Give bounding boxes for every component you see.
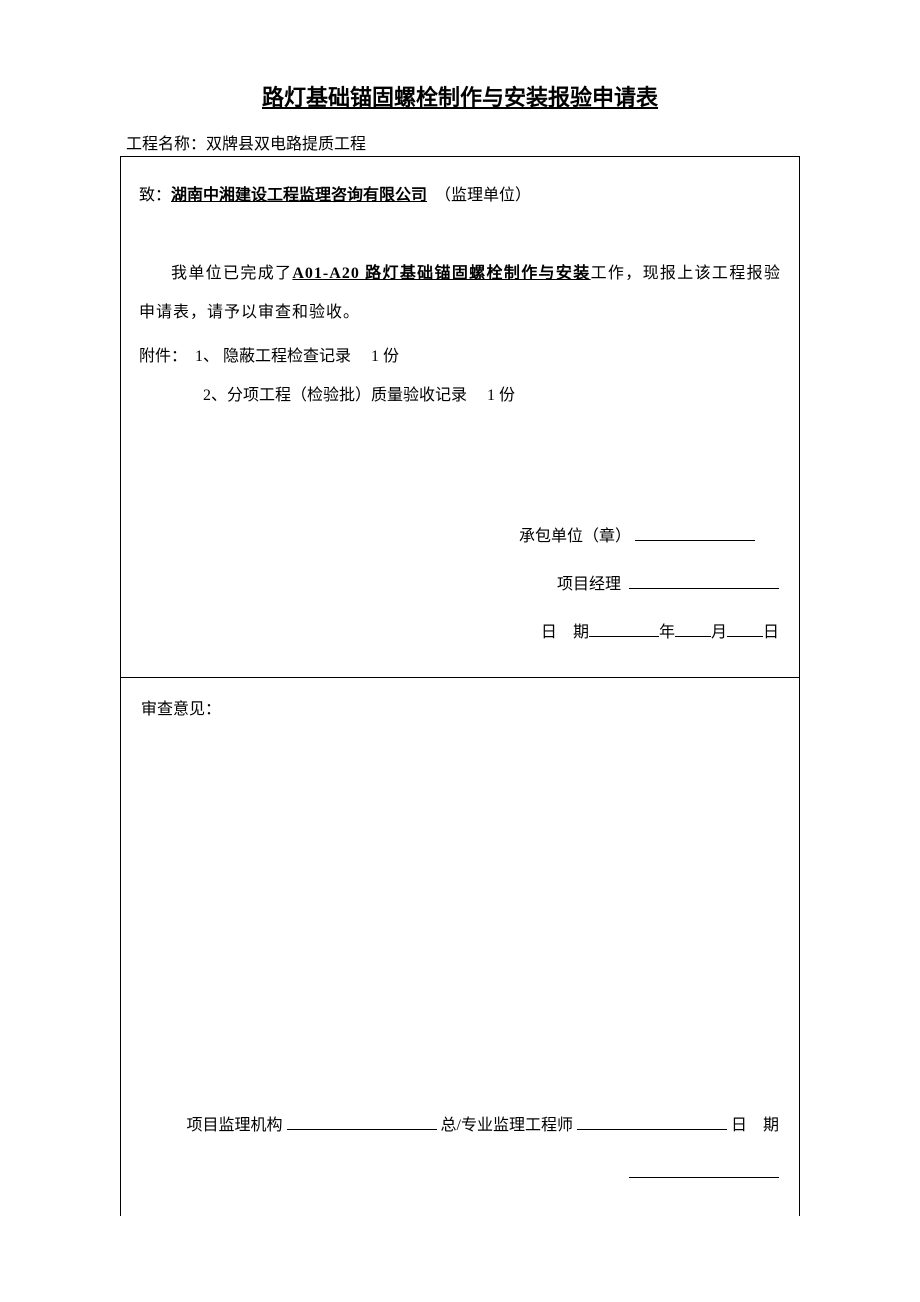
att1-text: 隐蔽工程检查记录	[223, 348, 351, 365]
supervisor-org-blank[interactable]	[287, 1114, 437, 1130]
project-name-line: 工程名称：双牌县双电路提质工程	[120, 130, 800, 154]
form-title: 路灯基础锚固螺栓制作与安装报验申请表	[120, 80, 800, 112]
contractor-label: 承包单位（章）	[519, 528, 631, 545]
date-label-d: 日	[541, 624, 557, 641]
work-item: A01-A20 路灯基础锚固螺栓制作与安装	[292, 265, 590, 282]
day-blank[interactable]	[727, 621, 763, 637]
date2-label-q: 期	[763, 1117, 779, 1134]
engineer-blank[interactable]	[577, 1114, 727, 1130]
date-label-q: 期	[573, 624, 589, 641]
project-name-value: 双牌县双电路提质工程	[206, 136, 366, 153]
att2-qty: 1 份	[487, 387, 515, 404]
date-line-1: 日 期年月日	[141, 609, 779, 657]
pm-label: 项目经理	[557, 576, 621, 593]
month-char: 月	[711, 624, 727, 641]
addressed-prefix: 致：	[139, 187, 171, 204]
project-label: 工程名称：	[126, 136, 206, 153]
date2-label-d: 日	[731, 1117, 747, 1134]
att1-qty: 1 份	[371, 348, 399, 365]
pm-blank[interactable]	[629, 573, 779, 589]
year-char: 年	[659, 624, 675, 641]
pm-line: 项目经理	[141, 561, 779, 609]
review-label: 审查意见：	[141, 692, 779, 727]
body-prefix: 我单位已完成了	[171, 265, 292, 282]
year-blank[interactable]	[589, 621, 659, 637]
attachment-line-2: 2、分项工程（检验批）质量验收记录 1 份	[139, 377, 781, 415]
body-paragraph: 我单位已完成了A01-A20 路灯基础锚固螺栓制作与安装工作，现报上该工程报验申…	[139, 255, 781, 332]
review-section: 审查意见： 项目监理机构 总/专业监理工程师 日 期	[121, 678, 799, 1216]
contractor-signature-block: 承包单位（章） 项目经理 日 期 年 月 日	[141, 513, 779, 657]
engineer-line: 总/专业监理工程师	[441, 1117, 731, 1134]
date2-blank[interactable]	[629, 1162, 779, 1178]
supervisor-org-label: 项目监理机构	[187, 1117, 283, 1134]
month-blank[interactable]	[675, 621, 711, 637]
form-container: 致：湖南中湘建设工程监理咨询有限公司 （监理单位） 我单位已完成了A01-A20…	[120, 156, 800, 1216]
att1-num: 1、	[195, 348, 219, 365]
supervisor-signature-block: 项目监理机构 总/专业监理工程师 日 期	[141, 1102, 779, 1198]
contractor-stamp-line: 承包单位（章）	[141, 513, 779, 561]
att2-text: 分项工程（检验批）质量验收记录	[227, 387, 467, 404]
contractor-blank[interactable]	[635, 525, 755, 541]
engineer-label: 总/专业监理工程师	[441, 1117, 573, 1134]
attachment-label: 附件：	[139, 348, 187, 365]
day-char: 日	[763, 624, 779, 641]
supervisor-org-line: 项目监理机构	[187, 1117, 441, 1134]
att2-num: 2、	[203, 387, 227, 404]
attachment-line-1: 附件： 1、 隐蔽工程检查记录 1 份	[139, 338, 781, 376]
recipient-suffix: （监理单位）	[435, 187, 531, 204]
application-section: 致：湖南中湘建设工程监理咨询有限公司 （监理单位） 我单位已完成了A01-A20…	[121, 157, 799, 677]
recipient-name: 湖南中湘建设工程监理咨询有限公司	[171, 187, 427, 204]
addressed-line: 致：湖南中湘建设工程监理咨询有限公司 （监理单位）	[139, 177, 781, 215]
